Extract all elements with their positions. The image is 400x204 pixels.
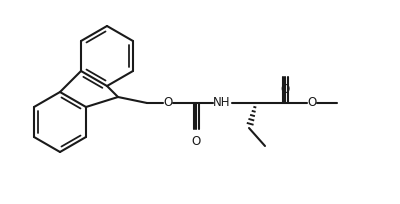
Text: NH: NH — [213, 96, 231, 110]
Text: O: O — [307, 96, 317, 110]
Text: O: O — [163, 96, 173, 110]
Text: O: O — [280, 83, 290, 96]
Text: O: O — [191, 135, 201, 148]
